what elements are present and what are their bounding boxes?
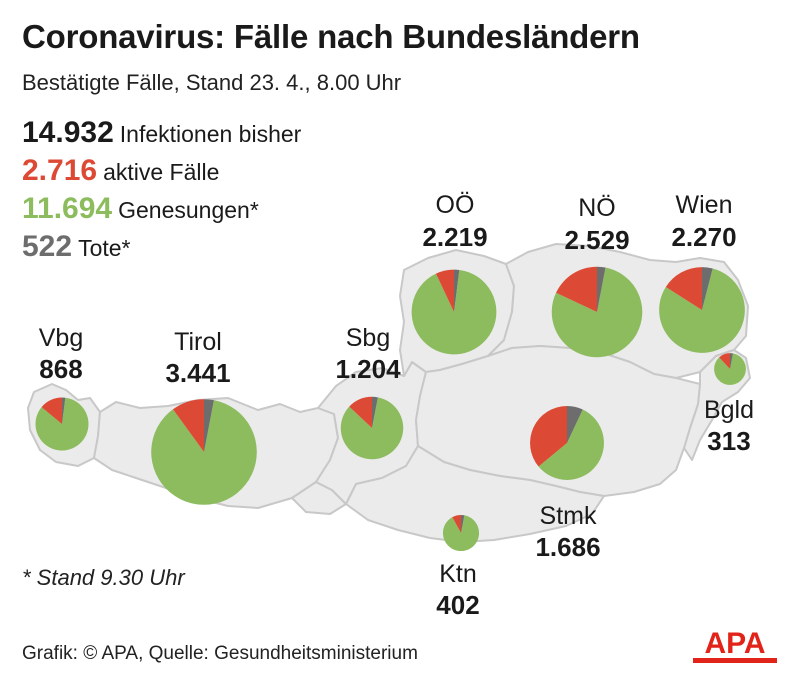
pie-slice-deaths	[204, 399, 214, 452]
pie-slice-recovered	[340, 397, 404, 460]
pie-tirol	[151, 399, 257, 505]
label-tirol-total: 3.441	[165, 358, 231, 388]
label-noe-total: 2.529	[564, 225, 630, 255]
footnote: * Stand 9.30 Uhr	[22, 565, 185, 590]
stat-active-value: 2.716	[22, 154, 98, 187]
pie-slice-recovered	[714, 353, 746, 385]
label-bgld-total: 313	[707, 426, 751, 456]
pie-slice-active	[556, 266, 597, 312]
pie-slice-deaths	[62, 397, 66, 424]
label-tirol-name: Tirol	[174, 328, 222, 356]
pie-slice-deaths	[461, 514, 465, 533]
pie-slice-active	[349, 396, 372, 428]
pie-slice-deaths	[730, 353, 733, 369]
stat-deaths: 522 Tote*	[22, 230, 301, 268]
pie-slice-recovered	[442, 515, 480, 552]
stat-deaths-label: Tote*	[78, 235, 131, 261]
stat-infections-value: 14.932	[22, 116, 114, 149]
pie-slice-active	[530, 406, 567, 467]
label-ktn-name: Ktn	[439, 560, 477, 588]
pie-slice-active	[452, 514, 461, 533]
label-vbg-name: Vbg	[38, 324, 84, 352]
stat-recovered-value: 11.694	[22, 192, 113, 225]
pie-slice-active	[41, 397, 62, 424]
pie-slice-recovered	[659, 268, 745, 353]
pie-slice-deaths	[702, 267, 713, 310]
label-noe-name: NÖ	[578, 194, 616, 222]
source-credit: Grafik: © APA, Quelle: Gesundheitsminist…	[22, 643, 418, 664]
pie-wien	[659, 267, 745, 353]
summary-stats: 14.932 Infektionen bisher 2.716 aktive Fäl…	[22, 116, 301, 268]
label-stmk-name: Stmk	[539, 502, 597, 530]
region-shape-ktn	[345, 445, 605, 543]
pie-slice-deaths	[454, 269, 460, 312]
page-title: Coronavirus: Fälle nach Bundesländern	[22, 18, 640, 55]
page-subtitle: Bestätigte Fälle, Stand 23. 4., 8.00 Uhr	[22, 70, 402, 95]
label-stmk-total: 1.686	[535, 532, 601, 562]
stat-infections: 14.932 Infektionen bisher	[22, 116, 301, 154]
label-sbg-name: Sbg	[345, 324, 391, 352]
label-bgld-name: Bgld	[703, 396, 755, 424]
pie-slice-active	[665, 267, 702, 310]
stat-infections-label: Infektionen bisher	[119, 121, 302, 147]
pie-slice-active	[172, 399, 204, 452]
pie-slice-deaths	[567, 406, 583, 443]
label-ktn-total: 402	[436, 590, 480, 620]
stat-active: 2.716 aktive Fälle	[22, 154, 301, 192]
pie-ooe	[411, 269, 497, 355]
label-vbg-total: 868	[39, 354, 83, 384]
pie-stmk	[530, 406, 604, 480]
region-pies	[35, 266, 746, 552]
pie-slice-recovered	[151, 400, 257, 505]
pie-noe	[551, 266, 643, 358]
pie-slice-active	[435, 269, 454, 312]
svg-text:APA: APA	[704, 627, 765, 660]
label-ooe-total: 2.219	[422, 222, 488, 252]
label-sbg-total: 1.204	[335, 354, 401, 384]
label-wien-name: Wien	[675, 191, 733, 219]
apa-logo: APA	[693, 627, 777, 663]
label-wien-total: 2.270	[671, 222, 737, 252]
pie-sbg	[340, 396, 404, 460]
stat-deaths-value: 522	[22, 230, 73, 263]
pie-slice-recovered	[551, 267, 643, 358]
pie-slice-recovered	[538, 409, 604, 480]
pie-slice-active	[719, 353, 730, 369]
stat-recovered-label: Genesungen*	[118, 197, 259, 223]
label-ooe-name: OÖ	[435, 191, 475, 219]
map-regions	[27, 243, 751, 543]
pie-slice-recovered	[411, 269, 497, 355]
pie-vbg	[35, 397, 89, 451]
pie-ktn	[442, 514, 480, 552]
pie-slice-recovered	[35, 397, 89, 451]
pie-bgld	[714, 353, 746, 385]
pie-slice-deaths	[597, 266, 606, 312]
stat-active-label: aktive Fälle	[103, 159, 220, 185]
pie-slice-deaths	[372, 396, 378, 428]
stat-recovered: 11.694 Genesungen*	[22, 192, 301, 230]
